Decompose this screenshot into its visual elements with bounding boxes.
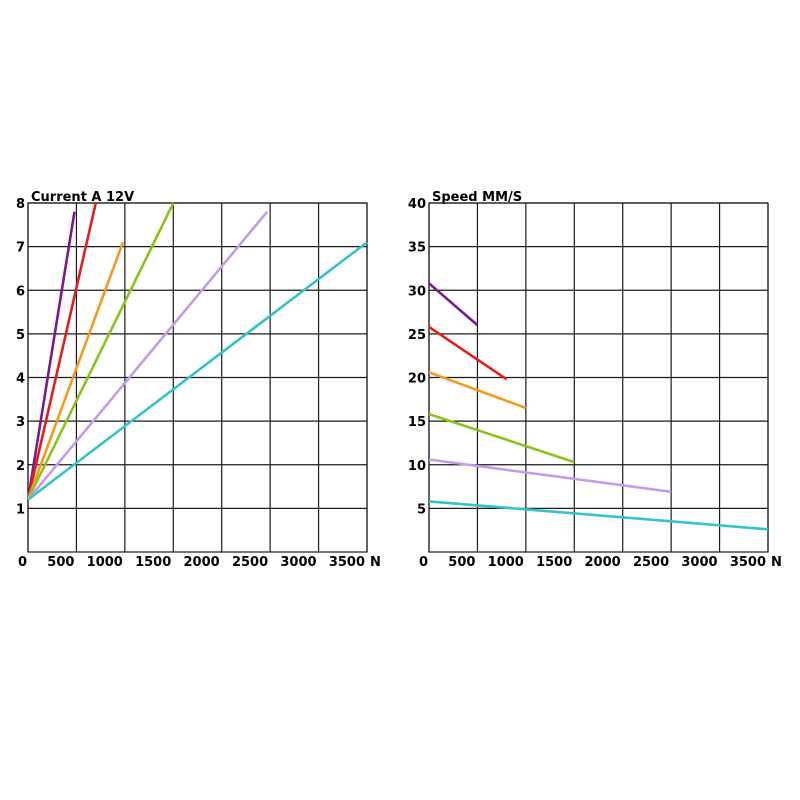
speed-y-tick-label: 25 <box>408 328 426 343</box>
current-y-tick-label: 1 <box>16 502 25 517</box>
current-series-line-6 <box>27 241 368 501</box>
speed-chart-x-axis-label: N <box>771 555 782 570</box>
speed-chart-grid <box>428 202 769 553</box>
current-y-tick-label: 8 <box>16 197 25 212</box>
speed-x-tick-label: 0 <box>419 555 428 570</box>
speed-y-tick-label: 40 <box>408 197 426 212</box>
speed-series-line-3 <box>428 371 527 410</box>
speed-x-tick-label: 2500 <box>633 555 669 570</box>
current-y-tick-label: 5 <box>16 328 25 343</box>
current-y-tick-label: 4 <box>16 372 25 387</box>
current-x-tick-label: 2500 <box>232 555 268 570</box>
speed-x-tick-label: 500 <box>448 555 475 570</box>
speed-series-line-4 <box>428 412 575 464</box>
current-chart-x-axis-label: N <box>370 555 381 570</box>
speed-chart-series <box>428 282 769 531</box>
speed-x-tick-label: 3500 <box>730 555 766 570</box>
current-x-tick-label: 0 <box>18 555 27 570</box>
current-x-tick-label: 3500 <box>329 555 365 570</box>
current-x-tick-label: 3000 <box>280 555 316 570</box>
speed-series-line-5 <box>428 458 672 494</box>
current-x-tick-label: 1500 <box>135 555 171 570</box>
current-y-tick-label: 3 <box>16 415 25 430</box>
speed-y-tick-label: 10 <box>408 459 426 474</box>
speed-series-line-1 <box>428 282 479 327</box>
speed-series-line-2 <box>428 325 508 381</box>
speed-x-tick-label: 2000 <box>585 555 621 570</box>
current-chart-grid <box>27 202 368 553</box>
current-chart-y-ticks: 1 2 3 4 5 6 7 8 <box>16 197 25 517</box>
current-x-tick-label: 1000 <box>87 555 123 570</box>
current-y-tick-label: 6 <box>16 284 25 299</box>
speed-y-tick-label: 30 <box>408 284 426 299</box>
current-y-tick-label: 2 <box>16 459 25 474</box>
current-series-line-3 <box>26 241 125 501</box>
current-series-line-4 <box>26 202 175 501</box>
current-chart-x-ticks: 0 500 1000 1500 2000 2500 3000 3500 <box>18 555 365 570</box>
current-x-tick-label: 2000 <box>184 555 220 570</box>
speed-x-tick-label: 3000 <box>681 555 717 570</box>
current-series-line-5 <box>27 210 269 501</box>
current-chart: Current A 12V N 0 500 1000 1500 2000 2500 3000… <box>16 190 381 570</box>
current-chart-series <box>26 202 368 501</box>
speed-chart-title: Speed MM/S <box>432 190 522 205</box>
speed-y-tick-label: 5 <box>417 502 426 517</box>
speed-x-tick-label: 1000 <box>488 555 524 570</box>
current-series-line-1 <box>26 211 76 500</box>
speed-chart-y-ticks: 5 10 15 20 25 30 35 40 <box>408 197 426 517</box>
current-series-line-2 <box>26 202 98 500</box>
speed-y-tick-label: 15 <box>408 415 426 430</box>
current-x-tick-label: 500 <box>47 555 74 570</box>
current-chart-title: Current A 12V <box>31 190 134 205</box>
current-y-tick-label: 7 <box>16 241 25 256</box>
speed-y-tick-label: 20 <box>408 372 426 387</box>
speed-series-line-6 <box>428 500 769 531</box>
speed-chart: Speed MM/S N 0 500 1000 1500 2000 2500 3000 350… <box>408 190 782 570</box>
speed-x-tick-label: 1500 <box>536 555 572 570</box>
speed-chart-x-ticks: 0 500 1000 1500 2000 2500 3000 3500 <box>419 555 766 570</box>
speed-y-tick-label: 35 <box>408 241 426 256</box>
